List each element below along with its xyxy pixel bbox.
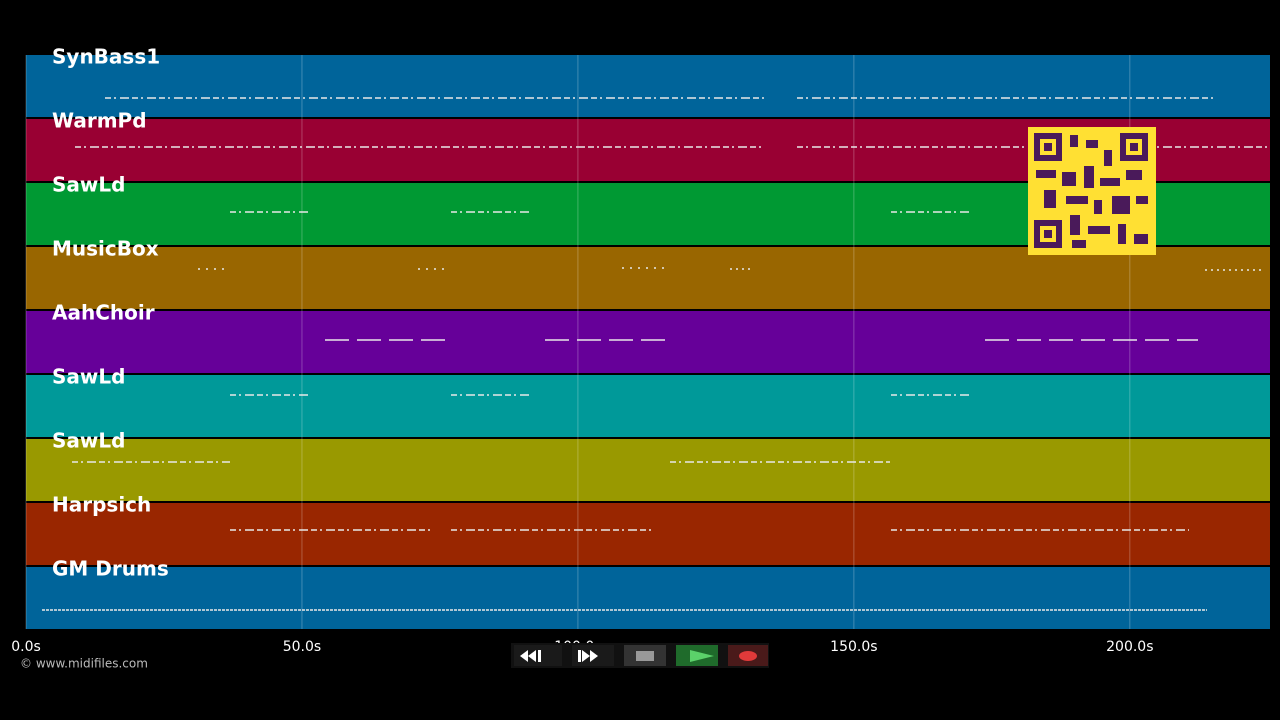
track-name: WarmPd [52,109,147,133]
track-lane [26,439,1270,501]
track-name: Harpsich [52,493,151,517]
rewind-button[interactable] [514,645,562,666]
track-lane [26,503,1270,565]
track-name: SawLd [52,173,125,197]
track-lane [26,567,1270,629]
track-lane [26,375,1270,437]
copyright: © www.midifiles.com [20,657,148,671]
track-lane [26,247,1270,309]
qr-code [1028,127,1156,255]
transport-controls [511,643,769,668]
fast-forward-button[interactable] [572,645,614,666]
track-name: SynBass1 [52,45,160,69]
record-button[interactable] [728,645,768,666]
track-lane [26,55,1270,117]
x-tick-label: 200.0s [1106,639,1153,655]
track-lane [26,311,1270,373]
track-name: GM Drums [52,557,169,581]
play-button[interactable] [676,645,718,666]
track-name: SawLd [52,429,125,453]
x-tick-label: 150.0s [830,639,877,655]
track-name: SawLd [52,365,125,389]
qr-pattern [1034,133,1148,248]
track-name: AahChoir [52,301,155,325]
x-tick-label: 50.0s [283,639,321,655]
stop-button[interactable] [624,645,666,666]
track-name: MusicBox [52,237,159,261]
x-tick-label: 0.0s [11,639,41,655]
